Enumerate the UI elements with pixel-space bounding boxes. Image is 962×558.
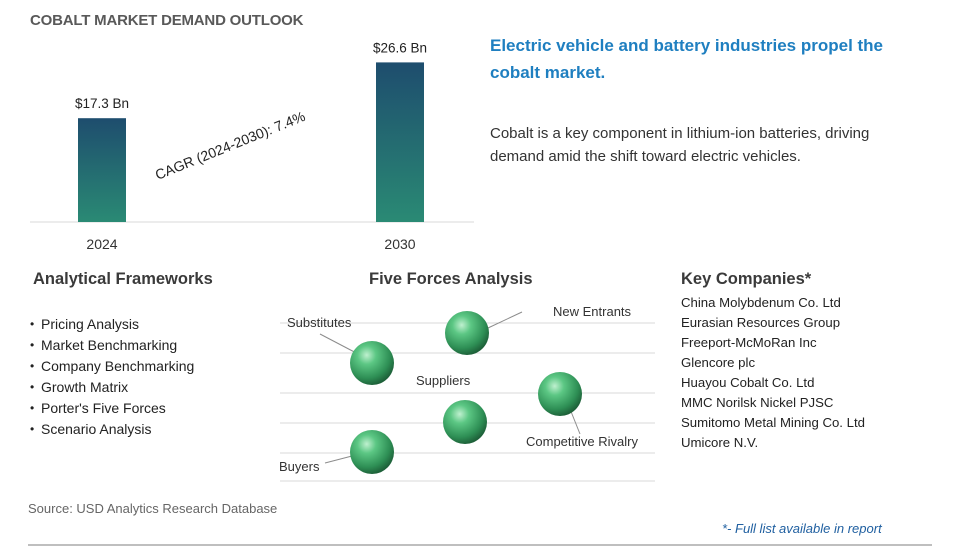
list-item: • Scenario Analysis: [30, 419, 194, 440]
frameworks-heading: Analytical Frameworks: [33, 270, 213, 288]
force-label-suppliers: Suppliers: [416, 373, 471, 388]
five-forces-heading: Five Forces Analysis: [369, 270, 533, 288]
force-label-rivalry: Competitive Rivalry: [526, 434, 638, 449]
source-note: Source: USD Analytics Research Database: [28, 501, 278, 516]
x-tick-label: 2030: [384, 236, 415, 252]
bullet-icon: •: [30, 401, 35, 415]
list-item: • Company Benchmarking: [30, 356, 194, 377]
suppliers-sphere: [443, 400, 487, 444]
connector-line: [487, 311, 523, 329]
force-label-buyers: Buyers: [279, 459, 320, 474]
description: Cobalt is a key component in lithium-ion…: [490, 125, 870, 165]
data-label: $26.6 Bn: [373, 40, 427, 55]
new-entrants-sphere: [445, 311, 489, 355]
footnote: *- Full list available in report: [722, 521, 882, 536]
list-item: • Porter's Five Forces: [30, 398, 194, 419]
bar-2030: [376, 62, 424, 223]
headline: Electric vehicle and battery industries …: [490, 36, 884, 82]
list-item: MMC Norilsk Nickel PJSC: [681, 395, 834, 410]
list-item: • Pricing Analysis: [30, 314, 194, 335]
bar-chart: $17.3 Bn 2024 $26.6 Bn 2030 CAGR (2024-2030…: [30, 40, 474, 252]
chart-title: COBALT MARKET DEMAND OUTLOOK: [30, 12, 304, 29]
bar-2024: [78, 118, 126, 222]
list-item: Umicore N.V.: [681, 435, 759, 450]
rivalry-sphere: [538, 372, 582, 416]
companies-list: China Molybdenum Co. Ltd Eurasian Resour…: [681, 293, 865, 453]
list-item: Eurasian Resources Group: [681, 315, 841, 330]
data-label: $17.3 Bn: [75, 96, 129, 111]
frameworks-list: • Pricing Analysis • Market Benchmarking •…: [30, 314, 194, 440]
connector-line: [324, 455, 353, 464]
divider: [28, 544, 932, 546]
list-item: Freeport-McMoRan Inc: [681, 335, 817, 350]
force-label-new-entrants: New Entrants: [553, 304, 632, 319]
list-item: Sumitomo Metal Mining Co. Ltd: [681, 415, 865, 430]
bullet-icon: •: [30, 317, 35, 331]
x-tick-label: 2024: [86, 236, 117, 252]
five-forces-diagram: Substitutes New Entrants Suppliers Compe…: [279, 304, 655, 482]
list-item: Huayou Cobalt Co. Ltd: [681, 375, 815, 390]
list-item: • Market Benchmarking: [30, 335, 194, 356]
bullet-icon: •: [30, 338, 35, 352]
companies-heading: Key Companies*: [681, 270, 812, 288]
bullet-icon: •: [30, 422, 35, 436]
list-item: • Growth Matrix: [30, 377, 194, 398]
list-item: China Molybdenum Co. Ltd: [681, 295, 841, 310]
substitutes-sphere: [350, 341, 394, 385]
force-label-substitutes: Substitutes: [287, 315, 352, 330]
bullet-icon: •: [30, 380, 35, 394]
cagr-annotation: CAGR (2024-2030): 7.4%: [153, 108, 308, 183]
buyers-sphere: [350, 430, 394, 474]
list-item: Glencore plc: [681, 355, 756, 370]
bullet-icon: •: [30, 359, 35, 373]
